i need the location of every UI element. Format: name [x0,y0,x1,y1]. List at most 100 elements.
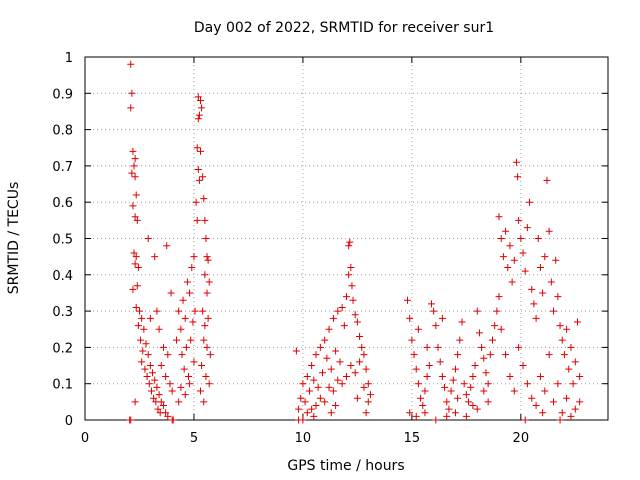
data-point [539,409,547,417]
data-point [353,394,361,402]
data-point [451,409,459,417]
data-point [563,325,571,333]
data-point [323,354,331,362]
data-point [155,325,163,333]
data-point [128,169,136,177]
data-point [486,351,494,359]
data-point [131,398,139,406]
data-point [489,336,497,344]
data-point [480,387,488,395]
data-point [536,372,544,380]
data-point [408,336,416,344]
data-point [153,383,161,391]
data-point [325,383,333,391]
data-point [132,191,140,199]
data-point [451,365,459,373]
data-point [151,376,159,384]
data-point [360,383,368,391]
data-point [134,264,142,272]
data-point [194,115,202,123]
data-point [127,416,135,424]
data-point [150,394,158,402]
data-point [576,372,584,380]
data-point [173,336,181,344]
data-point [539,289,547,297]
data-point [131,173,139,181]
data-point [558,409,566,417]
data-point [205,380,213,388]
data-point [406,409,414,417]
data-point [473,405,481,413]
data-point [414,325,422,333]
data-point [443,412,451,420]
data-point [127,104,135,112]
data-point [558,336,566,344]
data-point [314,383,322,391]
data-point [482,369,490,377]
data-point [554,293,562,301]
data-point [164,351,172,359]
data-point [130,162,138,170]
data-point [521,267,529,275]
data-point [502,351,510,359]
data-point [471,362,479,370]
data-point [200,195,208,203]
data-point [206,351,214,359]
data-point [182,343,190,351]
data-point [194,93,202,101]
data-point [534,235,542,242]
data-point [191,307,199,315]
data-point [199,307,207,315]
data-point [406,314,414,322]
data-point [517,235,525,242]
data-points [126,60,584,424]
data-point [343,293,350,301]
data-point [308,405,316,413]
data-point [132,253,140,261]
data-point [303,409,311,417]
data-point [410,351,418,359]
data-point [159,343,167,351]
data-point [203,343,211,351]
data-point [196,97,204,105]
data-point [412,412,420,420]
data-point [134,322,142,330]
data-point [364,398,372,406]
data-point [434,343,442,351]
data-point [149,369,157,377]
data-point [175,398,183,406]
data-point [358,343,366,351]
data-point [491,322,499,330]
data-point [467,383,475,391]
data-point [177,325,185,333]
data-point [187,336,195,344]
data-point [327,409,335,417]
data-point [310,376,318,384]
data-point [178,351,186,359]
data-point [132,303,140,311]
data-point [131,213,139,221]
data-point [550,398,558,406]
data-point [515,216,523,224]
data-point [193,216,201,224]
data-point [129,147,137,155]
data-point [510,387,518,395]
data-point [512,158,520,166]
data-point [159,401,167,409]
data-point [146,314,154,322]
y-tick-label: 0.8 [52,124,73,139]
x-axis-title: GPS time / hours [287,458,404,474]
data-point [200,398,208,406]
data-point [332,347,340,355]
data-point [201,216,209,224]
data-point [347,264,355,272]
data-point [194,166,202,174]
data-point [166,380,174,388]
x-tick-label: 15 [404,431,421,446]
data-point [554,380,562,388]
data-point [454,394,462,402]
data-point [129,202,137,210]
data-point [571,405,579,413]
data-point [427,300,435,308]
